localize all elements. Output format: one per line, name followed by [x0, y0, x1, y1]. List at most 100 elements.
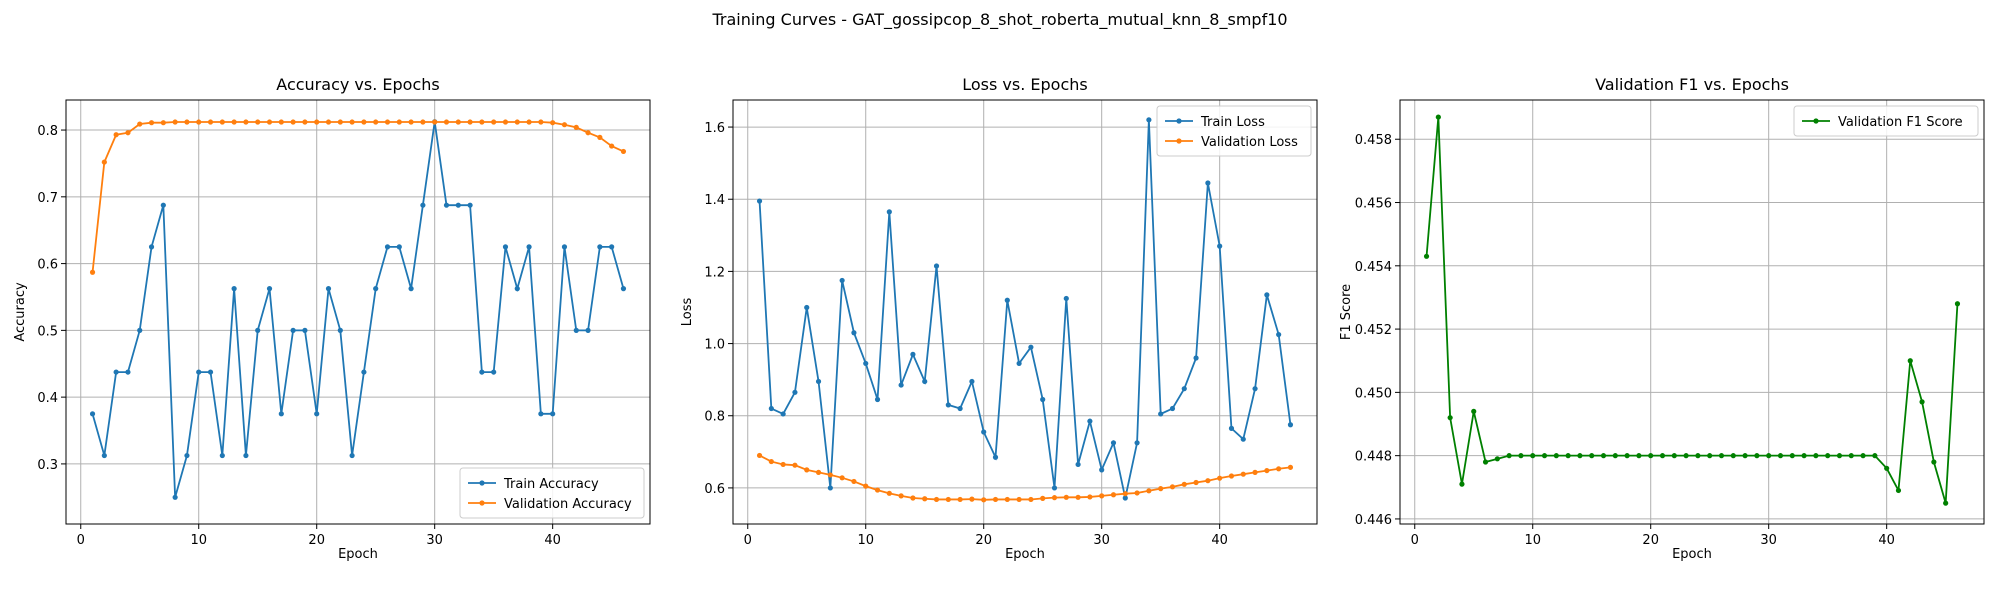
f1-series-1-point: [1447, 415, 1453, 421]
f1-legend-marker: [1813, 118, 1819, 124]
f1-series-1-point: [1494, 456, 1500, 462]
loss-series-1-point: [1193, 355, 1199, 361]
loss-series-2-point: [910, 495, 916, 501]
loss-series-1-point: [1016, 360, 1022, 367]
f1-series-1-point: [1707, 453, 1713, 459]
f1-series-1-point: [1530, 453, 1536, 459]
loss-series-1-point: [922, 378, 928, 385]
loss-series-1-point: [886, 209, 892, 215]
accuracy-series-1-point: [101, 452, 107, 459]
loss-series-2-point: [1063, 494, 1069, 500]
f1-y-tick-label: 0.458: [1355, 133, 1392, 148]
f1-series-1-point: [1931, 459, 1937, 465]
loss-series-1-point: [1075, 461, 1081, 468]
accuracy-series-1-point: [502, 244, 509, 250]
f1-series-1-point: [1754, 453, 1760, 459]
f1-series-1-point: [1907, 358, 1913, 364]
loss-series-1-point: [898, 382, 904, 388]
loss-series-1-point: [863, 360, 869, 367]
f1-series-1-point: [1518, 453, 1524, 459]
f1-series-1-point: [1435, 114, 1441, 120]
f1-series-1-point: [1895, 487, 1902, 494]
accuracy-series-2-point: [502, 119, 509, 125]
loss-series-2-point: [1051, 495, 1058, 501]
loss-x-tick-label: 10: [857, 533, 874, 548]
accuracy-series-1-point: [125, 369, 131, 375]
f1-legend-label: Validation F1 Score: [1838, 115, 1963, 130]
loss-y-tick-label: 1.0: [704, 338, 725, 353]
loss-series-2-point: [804, 467, 810, 473]
accuracy-series-2-point: [514, 119, 520, 125]
loss-series-2-point: [792, 462, 798, 468]
loss-series-1-point: [1217, 243, 1223, 249]
loss-panel: Loss vs. Epochs Epoch Loss 0 10 20 30 40 0.6 0…: [680, 75, 1318, 562]
accuracy-y-tick-label: 0.3: [37, 458, 58, 473]
f1-series-1-point: [1624, 453, 1630, 459]
f1-series-1-point: [1471, 408, 1477, 414]
accuracy-y-axis-label: Accuracy: [13, 282, 28, 342]
loss-series-2-point: [1028, 496, 1034, 503]
accuracy-series-1-point: [384, 244, 391, 250]
accuracy-series-1-point: [373, 286, 379, 292]
f1-series-1-point: [1671, 453, 1677, 459]
loss-series-1-point: [1087, 418, 1093, 424]
f1-series-1-point: [1636, 453, 1642, 459]
accuracy-series-1-point: [443, 202, 450, 208]
loss-series-1-point: [768, 405, 774, 412]
f1-series-1-point: [1553, 453, 1559, 459]
f1-panel: Validation F1 vs. Epochs Epoch F1 Score …: [1339, 75, 1985, 562]
f1-series-1-point: [1919, 399, 1925, 405]
loss-series-1-point: [1099, 467, 1105, 473]
loss-series-1-point: [756, 198, 763, 204]
accuracy-series-1-point: [148, 244, 155, 250]
accuracy-series-2-point: [325, 119, 332, 125]
accuracy-x-tick-label: 0: [77, 533, 85, 548]
f1-axes-frame: [1399, 99, 1985, 525]
loss-y-axis-label: Loss: [680, 298, 695, 327]
f1-series-1-point: [1577, 453, 1583, 459]
f1-y-tick-label: 0.448: [1355, 450, 1392, 465]
accuracy-series-2-point: [585, 130, 591, 136]
loss-series-1-point: [1004, 297, 1010, 303]
loss-axes-frame: [732, 99, 1318, 525]
f1-series-1-point: [1825, 453, 1831, 459]
f1-y-tick-label: 0.450: [1355, 386, 1392, 401]
accuracy-x-tick-label: 10: [190, 533, 207, 548]
accuracy-series-2-point: [337, 119, 343, 125]
loss-series-2-point: [1240, 471, 1246, 477]
f1-series-1-point: [1648, 453, 1654, 459]
accuracy-series-2-point: [561, 122, 568, 128]
accuracy-series-1-point: [467, 202, 473, 208]
accuracy-series-1-point: [396, 244, 402, 250]
loss-series-1-point: [1169, 405, 1176, 412]
loss-legend-label: Train Loss: [1200, 115, 1265, 130]
loss-series-1-point: [1063, 295, 1069, 302]
accuracy-series-2-point: [373, 119, 379, 125]
loss-series-1-point: [827, 485, 833, 491]
accuracy-series-1-point: [550, 411, 556, 417]
f1-y-tick-label: 0.456: [1355, 197, 1392, 212]
loss-series-2-point: [1158, 486, 1164, 492]
accuracy-series-1-point: [361, 369, 367, 375]
accuracy-legend: Train Accuracy Validation Accuracy: [459, 467, 645, 519]
f1-series-1-point: [1423, 253, 1430, 259]
loss-y-tick-label: 1.6: [704, 121, 725, 136]
accuracy-series-1-point: [455, 202, 461, 208]
loss-series-1-point: [1110, 440, 1117, 446]
accuracy-series-2-point: [290, 119, 296, 125]
accuracy-series-1-point: [196, 369, 202, 375]
accuracy-series-1-point: [278, 411, 284, 417]
loss-series-1-point: [1181, 386, 1187, 392]
accuracy-y-tick-label: 0.6: [37, 258, 58, 273]
loss-y-tick-label: 0.6: [704, 482, 725, 497]
accuracy-series-2-point: [538, 119, 544, 125]
accuracy-series-2-point: [196, 119, 202, 125]
accuracy-series-1-point: [573, 327, 579, 333]
accuracy-x-tick-label: 40: [544, 533, 561, 548]
accuracy-legend-label: Validation Accuracy: [504, 497, 632, 512]
accuracy-series-2-point: [314, 119, 320, 125]
accuracy-series-2-point: [349, 119, 355, 125]
f1-series-1-point: [1813, 453, 1819, 459]
loss-x-axis-label: Epoch: [1005, 547, 1045, 562]
f1-series-1-point: [1589, 453, 1595, 459]
